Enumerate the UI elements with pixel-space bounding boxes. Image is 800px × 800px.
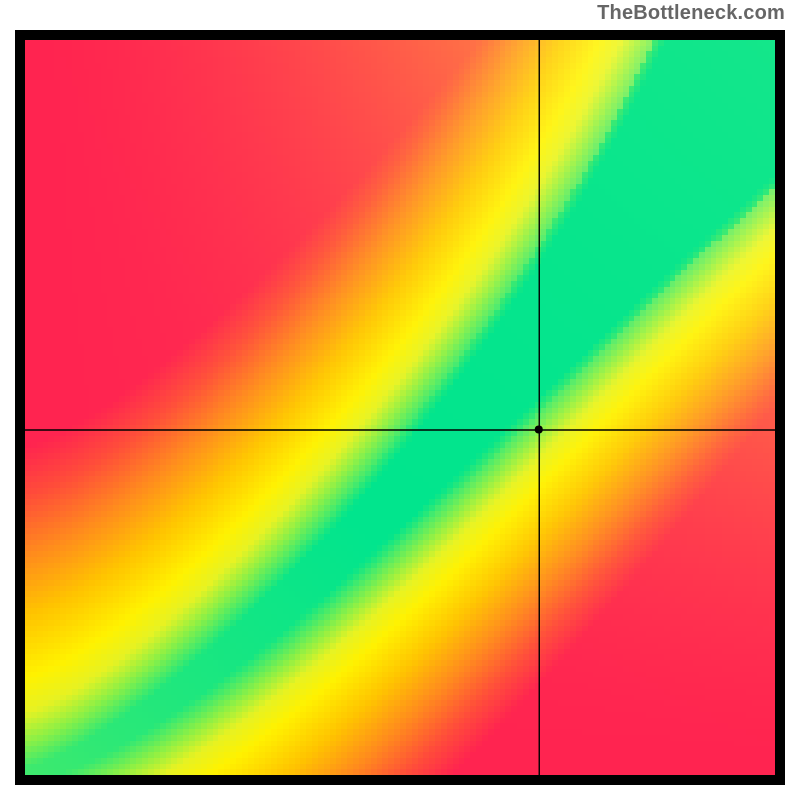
bottleneck-heatmap bbox=[15, 30, 785, 785]
watermark-text: TheBottleneck.com bbox=[597, 2, 785, 25]
page-root: TheBottleneck.com bbox=[0, 0, 800, 800]
heatmap-canvas bbox=[15, 30, 785, 785]
